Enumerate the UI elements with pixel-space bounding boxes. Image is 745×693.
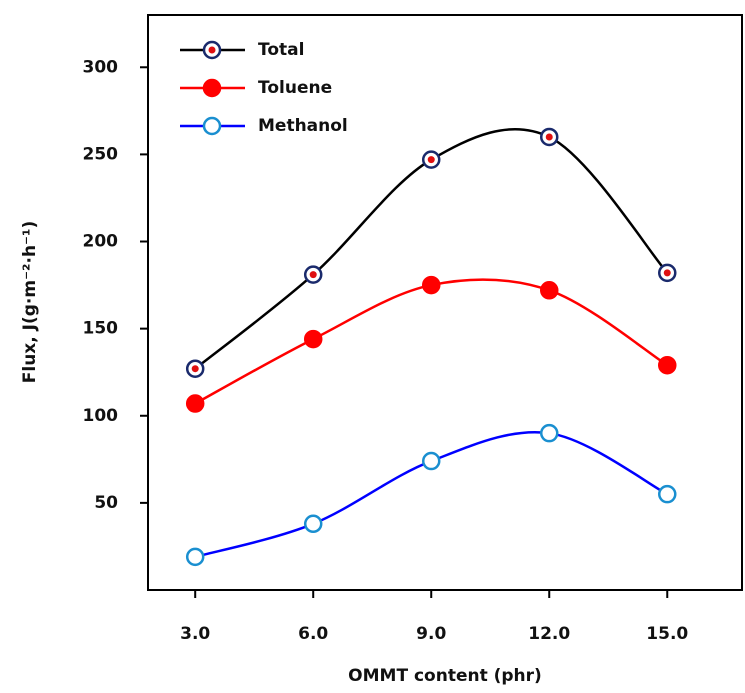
x-tick-label: 15.0	[646, 624, 688, 644]
marker	[658, 484, 677, 504]
legend-label: Methanol	[258, 116, 348, 136]
legend-label: Toluene	[258, 78, 332, 98]
marker	[658, 355, 677, 375]
plot-frame	[147, 14, 743, 591]
marker	[421, 275, 441, 295]
series-line	[194, 278, 668, 405]
x-tick-label: 3.0	[180, 624, 210, 644]
x-tick-label: 9.0	[416, 624, 446, 644]
legend-marker	[202, 116, 222, 136]
marker-dot	[309, 271, 317, 279]
marker	[539, 423, 559, 443]
y-tick-label: 100	[83, 406, 119, 426]
legend-marker	[202, 78, 222, 98]
x-tick-label: 12.0	[528, 624, 570, 644]
marker-dot	[545, 133, 553, 141]
marker	[539, 281, 559, 300]
marker	[185, 394, 205, 413]
y-tick-label: 50	[94, 493, 118, 513]
x-tick-label: 6.0	[298, 624, 328, 644]
marker-dot	[663, 269, 671, 277]
legend-label: Total	[258, 40, 304, 60]
series-line	[194, 431, 668, 559]
y-axis-label: Flux, J(g·m⁻²·h⁻¹)	[20, 221, 40, 384]
x-axis-label: OMMT content (phr)	[348, 666, 542, 686]
y-tick-label: 300	[83, 57, 119, 77]
y-tick-label: 150	[83, 319, 119, 339]
marker	[303, 329, 323, 349]
marker-dot	[191, 365, 199, 373]
marker	[185, 547, 205, 567]
marker	[303, 514, 323, 534]
legend-marker-dot	[208, 46, 216, 54]
marker-dot	[427, 156, 435, 164]
marker	[421, 451, 441, 471]
y-tick-label: 200	[83, 232, 119, 252]
y-tick-label: 250	[83, 144, 119, 164]
